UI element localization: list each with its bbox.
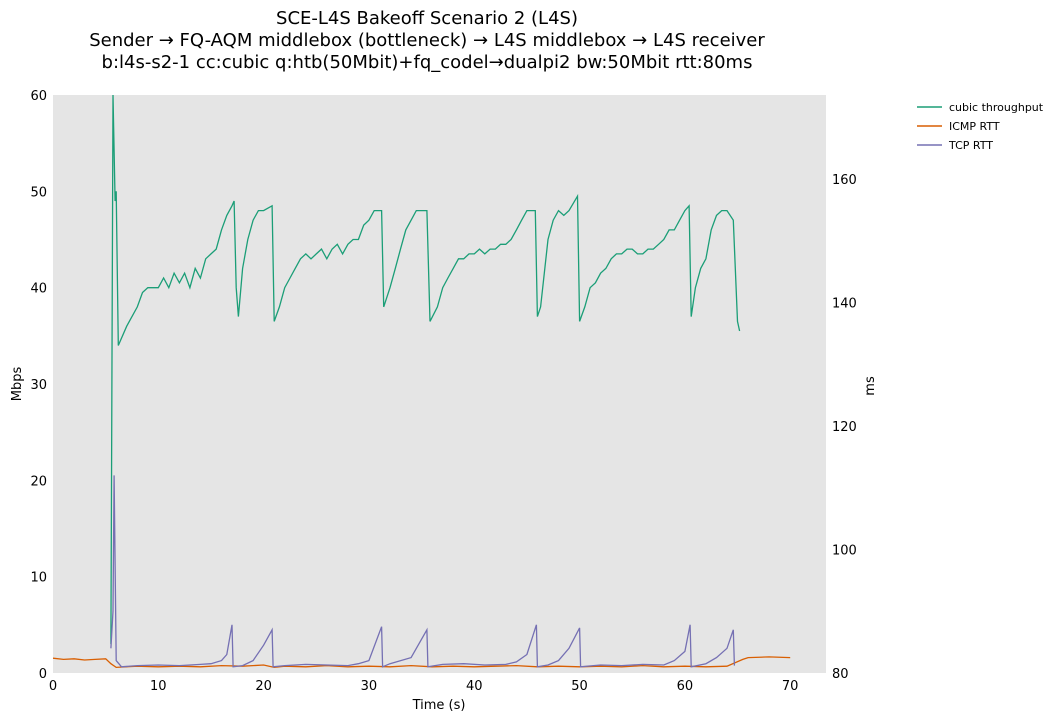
- legend-label: cubic throughput: [949, 101, 1044, 114]
- y-tick-label: 20: [30, 474, 47, 489]
- y2-tick-label: 80: [832, 667, 849, 682]
- chart-title-line-1: SCE-L4S Bakeoff Scenario 2 (L4S): [276, 8, 578, 29]
- y2-tick-label: 120: [832, 420, 857, 435]
- plot-area: [53, 95, 826, 673]
- series-line-tcp-rtt: [110, 475, 736, 668]
- x-tick-label: 60: [677, 679, 694, 694]
- x-tick-label: 30: [361, 679, 378, 694]
- y-tick-label: 40: [30, 282, 47, 297]
- y2-tick-label: 160: [832, 173, 857, 188]
- legend-label: ICMP RTT: [949, 120, 1000, 133]
- x-tick-label: 10: [150, 679, 167, 694]
- x-tick-label: 70: [782, 679, 799, 694]
- chart-title-line-3: b:l4s-s2-1 cc:cubic q:htb(50Mbit)+fq_cod…: [102, 52, 753, 73]
- y2-axis-label: ms: [863, 376, 878, 396]
- y-tick-label: 0: [39, 667, 47, 682]
- series-line-icmp-rtt: [52, 656, 791, 669]
- series-line-cubic-throughput: [110, 94, 741, 645]
- x-axis-label: Time (s): [412, 698, 466, 713]
- chart-title-line-2: Sender → FQ-AQM middlebox (bottleneck) →…: [89, 30, 765, 51]
- y-axis-label: Mbps: [10, 367, 25, 402]
- legend-label: TCP RTT: [948, 139, 993, 152]
- y-tick-label: 60: [30, 89, 47, 104]
- x-tick-label: 0: [49, 679, 57, 694]
- x-tick-label: 20: [255, 679, 272, 694]
- y-tick-label: 30: [30, 378, 47, 393]
- y2-tick-label: 140: [832, 296, 857, 311]
- y2-tick-label: 100: [832, 543, 857, 558]
- y-tick-label: 50: [30, 185, 47, 200]
- x-tick-label: 40: [466, 679, 483, 694]
- legend: cubic throughput ICMP RTT TCP RTT: [917, 101, 1044, 152]
- y-tick-label: 10: [30, 571, 47, 586]
- x-tick-label: 50: [571, 679, 588, 694]
